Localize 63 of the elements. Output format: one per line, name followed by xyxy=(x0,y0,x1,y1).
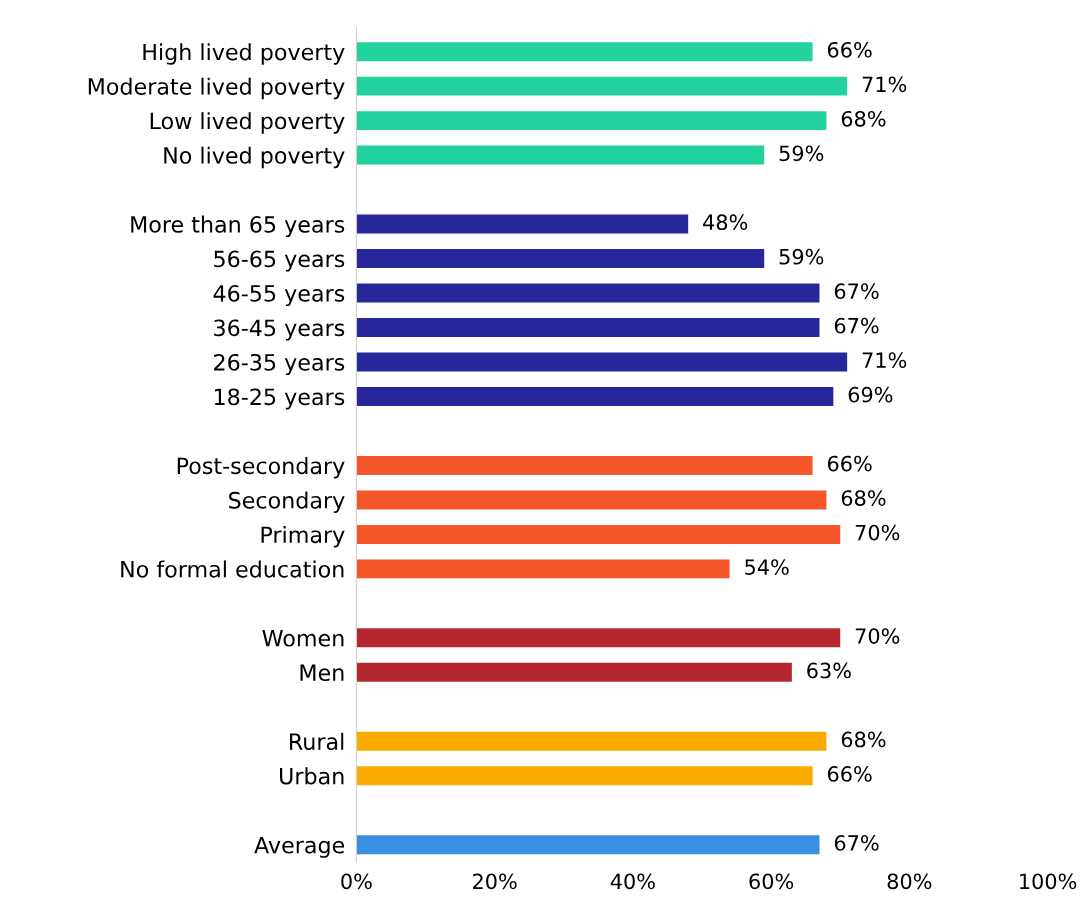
y-tick-label: No formal education xyxy=(121,560,344,578)
data-label: 67% xyxy=(834,317,879,334)
data-label: 71% xyxy=(862,76,907,93)
bar xyxy=(356,76,848,96)
y-tick-label: 18-25 years xyxy=(214,388,345,410)
data-label: 48% xyxy=(703,214,748,231)
data-label: 68% xyxy=(841,110,886,127)
bar xyxy=(356,214,689,234)
bar xyxy=(356,559,730,579)
bar xyxy=(356,42,813,62)
bar xyxy=(356,352,848,372)
data-label: 70% xyxy=(855,628,900,644)
data-label: 68% xyxy=(841,490,886,506)
data-label: 66% xyxy=(827,41,872,58)
y-tick-label: Primary xyxy=(261,525,345,548)
bar xyxy=(356,249,765,269)
data-label: 54% xyxy=(745,559,789,575)
bar xyxy=(356,835,820,855)
y-tick-label: 26-35 years xyxy=(214,353,345,376)
bar xyxy=(356,490,827,510)
x-tick-label: 100% xyxy=(1020,873,1077,890)
y-tick-label: Low lived poverty xyxy=(150,112,345,134)
x-tick-label: 0% xyxy=(341,873,372,890)
data-label: 63% xyxy=(807,662,851,679)
bar xyxy=(356,662,792,682)
y-tick-label: Men xyxy=(300,664,344,682)
data-label: 67% xyxy=(834,283,879,300)
data-label: 59% xyxy=(779,145,824,162)
y-tick-label: 56-65 years xyxy=(214,250,345,272)
data-label: 67% xyxy=(834,835,879,851)
data-label: 68% xyxy=(841,731,886,748)
data-label: 66% xyxy=(827,455,872,472)
y-tick-label: Average xyxy=(254,836,345,858)
y-tick-label: 46-55 years xyxy=(213,284,345,307)
bar xyxy=(356,283,820,303)
y-tick-label: Moderate lived poverty xyxy=(88,77,345,100)
bar xyxy=(356,766,813,786)
y-tick-label: 36-45 years xyxy=(214,319,345,341)
y-tick-label: Urban xyxy=(280,767,344,785)
bar xyxy=(356,524,841,544)
y-tick-label: More than 65 years xyxy=(131,215,345,238)
bar xyxy=(356,318,820,337)
bar xyxy=(356,145,765,165)
bar xyxy=(356,731,827,751)
data-label: 71% xyxy=(862,352,907,369)
y-tick-label: High lived poverty xyxy=(143,43,345,65)
x-tick-label: 20% xyxy=(473,873,517,890)
bar xyxy=(356,111,827,131)
y-tick-label: No lived poverty xyxy=(164,146,345,169)
bar xyxy=(356,455,813,475)
x-tick-label: 40% xyxy=(610,873,655,890)
data-label: 69% xyxy=(848,386,893,403)
x-tick-label: 60% xyxy=(749,873,794,890)
x-tick-label: 80% xyxy=(887,873,932,890)
y-tick-label: Post-secondary xyxy=(177,456,345,479)
data-label: 66% xyxy=(827,766,872,782)
y-tick-label: Women xyxy=(262,630,344,647)
data-label: 59% xyxy=(779,248,824,265)
bar xyxy=(356,386,834,406)
bar xyxy=(356,628,841,648)
y-tick-label: Rural xyxy=(290,732,344,751)
y-tick-label: Secondary xyxy=(229,491,345,513)
data-label: 70% xyxy=(855,524,900,541)
